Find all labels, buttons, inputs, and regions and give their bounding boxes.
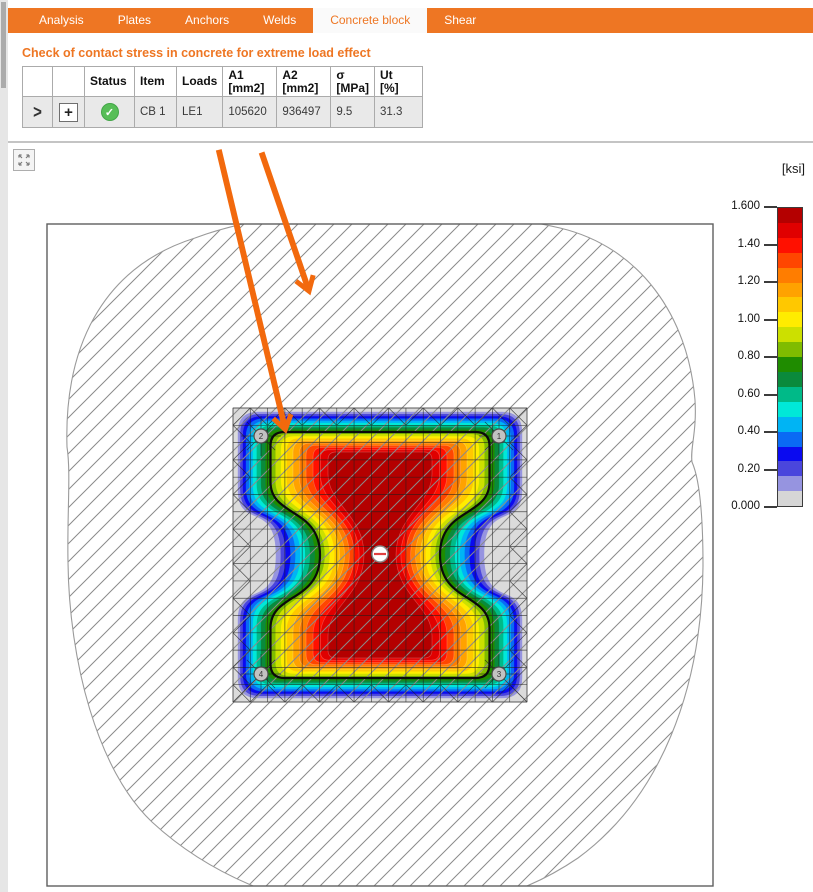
legend-color-segment [778, 252, 802, 268]
plus-icon: + [59, 102, 78, 122]
legend-color-segment [778, 222, 802, 238]
legend-tick-label: 0.60 [737, 387, 760, 400]
left-scroll-strip [0, 0, 8, 892]
legend-color-segment [778, 208, 802, 223]
chevron-right-icon: > [33, 101, 42, 123]
contour-plot-canvas[interactable]: 1 2 3 4 [0, 145, 813, 892]
center-node-marker [371, 545, 389, 563]
tab-anchors[interactable]: Anchors [185, 13, 230, 27]
row-expand-cell[interactable]: > [22, 96, 53, 128]
legend-color-segment [778, 431, 802, 447]
anchor-symbol-2[interactable]: 2 [253, 428, 269, 444]
legend-tick-label: 1.20 [737, 275, 760, 287]
results-table: Status Item Loads A1 [mm2] A2 [mm2] σ [MPa]… [22, 66, 424, 128]
legend-tick-mark [764, 431, 777, 433]
check-icon: ✓ [100, 103, 119, 121]
legend-color-segment [778, 267, 802, 283]
plot-frame [46, 223, 714, 887]
legend-tick-mark [764, 356, 777, 358]
legend-tick-label: 1.00 [737, 312, 760, 325]
tab-shear[interactable]: Shear [444, 13, 477, 27]
row-a2-cell: 936497 [276, 96, 332, 128]
anchor-label: 4 [259, 670, 264, 679]
anchor-symbol-3[interactable]: 3 [491, 666, 507, 682]
legend-tick-label: 1.600 [731, 200, 760, 212]
legend-color-segment [778, 401, 802, 417]
col-a1: A1 [mm2] [222, 66, 278, 97]
legend-color-segment [778, 282, 802, 298]
color-scale-bar [777, 207, 803, 507]
row-item-cell: CB 1 [134, 96, 177, 128]
table-header-row: Status Item Loads A1 [mm2] A2 [mm2] σ [MPa]… [22, 66, 424, 97]
row-sigma-cell: 9.5 [330, 96, 376, 128]
legend-unit-label: [ksi] [781, 161, 805, 176]
anchor-label: 3 [497, 670, 502, 679]
col-expand [22, 66, 53, 97]
table-row: > + ✓ CB 1 LE1 105620 936497 9.5 31.3 [22, 96, 424, 128]
ribbon-tab-bar: Analysis Plates Anchors Welds Concrete block… [8, 8, 813, 33]
anchor-label: 2 [259, 432, 264, 441]
row-ut-cell: 31.3 [374, 96, 424, 128]
legend-tick-label: 1.40 [737, 237, 760, 250]
col-loads: Loads [175, 66, 224, 97]
legend-color-segment [778, 312, 802, 328]
row-add-cell[interactable]: + [52, 96, 85, 128]
legend-tick-mark [764, 206, 777, 208]
legend-tick-mark [764, 243, 777, 246]
page-title: Check of contact stress in concrete for … [22, 46, 371, 60]
tab-analysis[interactable]: Analysis [39, 13, 84, 27]
col-status: Status [84, 66, 135, 97]
legend-tick-mark [764, 281, 777, 283]
tab-plates[interactable]: Plates [117, 13, 152, 27]
legend-color-segment [778, 386, 802, 402]
legend-color-segment [778, 327, 802, 343]
col-ut: Ut [%] [374, 66, 424, 97]
legend-color-segment [778, 491, 802, 507]
legend-color-segment [778, 446, 802, 462]
legend-tick-label: 0.80 [737, 350, 760, 362]
legend-color-segment [778, 416, 802, 432]
col-a2: A2 [mm2] [276, 66, 332, 97]
tab-concrete-block[interactable]: Concrete block [313, 8, 428, 33]
legend-tick-label: 0.000 [731, 500, 760, 512]
row-status-cell: ✓ [84, 96, 135, 128]
legend-color-segment [778, 357, 802, 372]
row-a1-cell: 105620 [222, 96, 278, 128]
anchor-label: 1 [497, 432, 502, 441]
anchor-symbol-1[interactable]: 1 [491, 428, 507, 444]
row-loads-cell: LE1 [175, 96, 224, 128]
legend-tick-mark [764, 468, 777, 471]
legend-color-segment [778, 476, 802, 492]
legend-tick-label: 0.40 [737, 425, 760, 437]
legend-color-segment [778, 342, 802, 358]
legend-tick-mark [764, 318, 777, 321]
col-sigma: σ [MPa] [330, 66, 376, 97]
tab-welds[interactable]: Welds [263, 13, 297, 27]
legend-color-segment [778, 237, 802, 253]
panel-separator [8, 141, 813, 143]
expand-arrows-icon [18, 154, 30, 166]
col-add [52, 66, 85, 97]
scrollbar-thumb[interactable] [1, 2, 6, 88]
fit-to-view-button[interactable] [13, 149, 35, 171]
anchor-symbol-4[interactable]: 4 [253, 666, 269, 682]
col-item: Item [134, 66, 177, 97]
legend-color-segment [778, 371, 802, 387]
legend-color-segment [778, 461, 802, 477]
legend-tick-mark [764, 393, 777, 396]
legend-color-segment [778, 297, 802, 313]
legend-tick-label: 0.20 [737, 462, 760, 475]
legend-tick-mark [764, 506, 777, 508]
